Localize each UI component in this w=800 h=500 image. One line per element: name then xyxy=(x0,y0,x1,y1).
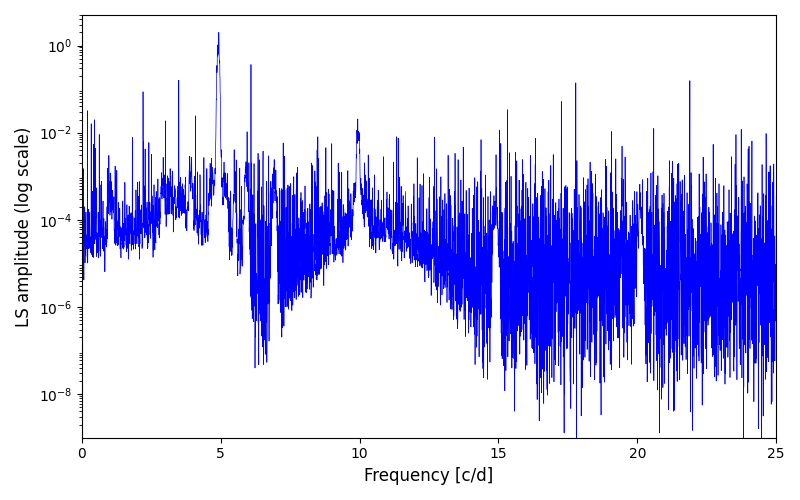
X-axis label: Frequency [c/d]: Frequency [c/d] xyxy=(364,467,494,485)
Y-axis label: LS amplitude (log scale): LS amplitude (log scale) xyxy=(15,126,33,326)
